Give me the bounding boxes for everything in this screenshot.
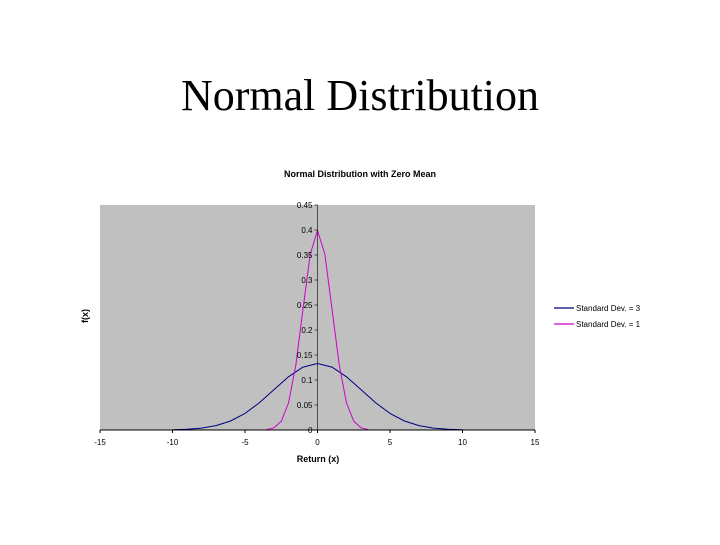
x-tick-label: -15 bbox=[94, 438, 106, 447]
y-axis-label: f(x) bbox=[80, 309, 90, 323]
x-axis-label: Return (x) bbox=[297, 454, 340, 464]
chart-title: Normal Distribution with Zero Mean bbox=[284, 169, 436, 179]
legend: Standard Dev. = 3 Standard Dev. = 1 bbox=[554, 304, 641, 329]
x-tick-label: 5 bbox=[388, 438, 393, 447]
y-tick-label: 0.1 bbox=[301, 376, 313, 385]
y-tick-label: 0.25 bbox=[297, 301, 313, 310]
slide-title: Normal Distribution bbox=[180, 71, 540, 120]
x-tick-label: 10 bbox=[458, 438, 467, 447]
y-tick-label: 0.45 bbox=[297, 201, 313, 210]
x-tick-label: 15 bbox=[531, 438, 540, 447]
y-tick-label: 0.4 bbox=[301, 226, 313, 235]
legend-label: Standard Dev. = 1 bbox=[576, 320, 641, 329]
y-tick-label: 0.35 bbox=[297, 251, 313, 260]
y-tick-label: 0.2 bbox=[301, 326, 313, 335]
y-tick-label: 0 bbox=[308, 426, 313, 435]
x-tick-label: -10 bbox=[167, 438, 179, 447]
y-tick-label: 0.15 bbox=[297, 351, 313, 360]
y-tick-label: 0.05 bbox=[297, 401, 313, 410]
x-tick-label: 0 bbox=[315, 438, 320, 447]
y-tick-label: 0.3 bbox=[301, 276, 313, 285]
legend-label: Standard Dev. = 3 bbox=[576, 304, 641, 313]
x-tick-label: -5 bbox=[241, 438, 249, 447]
